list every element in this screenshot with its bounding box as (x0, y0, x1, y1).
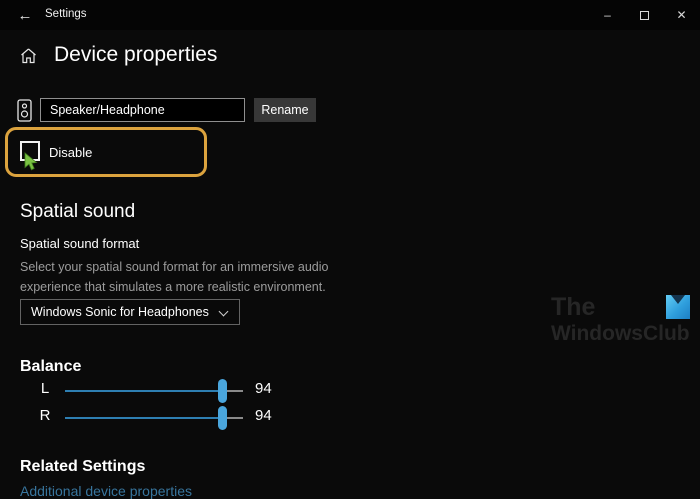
spatial-sound-heading: Spatial sound (20, 201, 136, 222)
maximize-icon[interactable] (626, 0, 663, 30)
slider-label-right: R (39, 407, 51, 424)
watermark-line2: WindowsClub (551, 322, 690, 345)
speaker-icon (17, 99, 32, 122)
chevron-down-icon (218, 306, 229, 317)
balance-left-slider[interactable] (65, 379, 243, 403)
home-icon[interactable] (20, 48, 37, 64)
watermark-line1: The (551, 293, 596, 321)
slider-value-right: 94 (255, 407, 272, 424)
slider-thumb-right[interactable] (218, 406, 227, 430)
minimize-icon[interactable]: – (604, 8, 611, 22)
rename-button[interactable]: Rename (254, 98, 316, 122)
window-controls: – ✕ (589, 0, 700, 30)
back-icon[interactable]: ← (17, 6, 33, 24)
twc-logo-icon (666, 295, 690, 319)
spatial-format-selected: Windows Sonic for Headphones (31, 305, 209, 319)
spatial-format-description: Select your spatial sound format for an … (20, 260, 329, 294)
spatial-format-label: Spatial sound format (20, 236, 140, 251)
cursor-icon (24, 152, 40, 172)
highlight-annotation (5, 127, 207, 177)
title-bar: ← Settings – ✕ (0, 0, 700, 30)
slider-label-left: L (40, 380, 50, 397)
related-settings-heading: Related Settings (20, 458, 146, 475)
close-icon[interactable]: ✕ (676, 8, 687, 22)
slider-fill (65, 390, 223, 392)
page-title: Device properties (54, 43, 218, 66)
disable-checkbox-label: Disable (49, 145, 93, 160)
maximize-shape (640, 10, 649, 20)
slider-value-left: 94 (255, 380, 272, 397)
slider-fill (65, 417, 223, 419)
device-name-input[interactable] (40, 98, 245, 122)
balance-right-slider[interactable] (65, 406, 243, 430)
spatial-format-dropdown[interactable]: Windows Sonic for Headphones (20, 299, 240, 325)
slider-thumb-left[interactable] (218, 379, 227, 403)
balance-heading: Balance (20, 358, 82, 375)
window-title: Settings (45, 8, 87, 20)
additional-device-properties-link[interactable]: Additional device properties (20, 483, 192, 499)
